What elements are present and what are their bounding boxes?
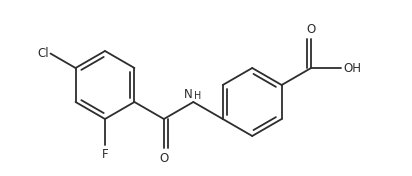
Text: O: O bbox=[307, 23, 316, 36]
Text: N: N bbox=[184, 88, 192, 101]
Text: F: F bbox=[102, 147, 108, 161]
Text: Cl: Cl bbox=[37, 47, 49, 60]
Text: H: H bbox=[194, 91, 201, 101]
Text: O: O bbox=[159, 152, 169, 165]
Text: OH: OH bbox=[343, 61, 361, 74]
